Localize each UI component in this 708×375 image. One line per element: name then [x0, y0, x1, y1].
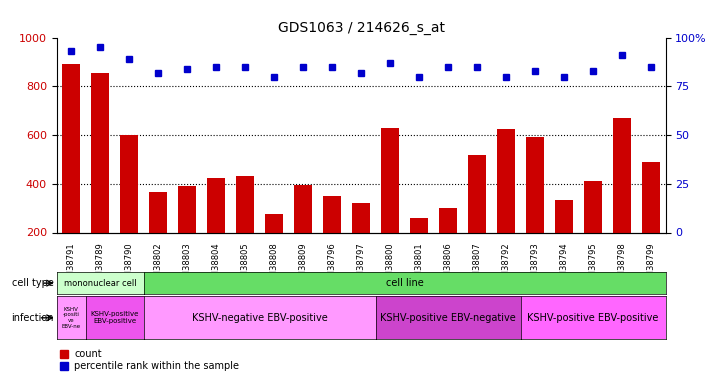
Bar [469, 154, 486, 232]
Text: KSHV
-positi
ve
EBV-ne: KSHV -positi ve EBV-ne [62, 307, 81, 329]
Bar [149, 192, 167, 232]
Bar [236, 177, 253, 232]
Bar [613, 118, 631, 232]
Text: infection: infection [11, 313, 54, 323]
Bar [91, 73, 109, 232]
Bar [642, 162, 660, 232]
Bar [120, 135, 138, 232]
Text: KSHV-positive
EBV-positive: KSHV-positive EBV-positive [91, 311, 139, 324]
Bar [382, 128, 399, 232]
Text: percentile rank within the sample: percentile rank within the sample [74, 361, 239, 370]
Text: KSHV-negative EBV-positive: KSHV-negative EBV-positive [192, 313, 328, 323]
Bar [62, 64, 80, 232]
Text: KSHV-positive EBV-positive: KSHV-positive EBV-positive [527, 313, 658, 323]
Bar [295, 185, 312, 232]
Bar [353, 203, 370, 232]
Bar [266, 214, 282, 232]
Bar [584, 182, 602, 232]
Bar [440, 208, 457, 232]
Text: mononuclear cell: mononuclear cell [64, 279, 137, 288]
Bar [555, 200, 573, 232]
Bar [178, 186, 196, 232]
Bar [207, 178, 225, 232]
Bar [497, 129, 515, 232]
Bar [526, 138, 544, 232]
Bar [411, 218, 428, 232]
Text: count: count [74, 350, 102, 359]
Bar [324, 196, 341, 232]
Text: cell type: cell type [12, 278, 54, 288]
Text: KSHV-positive EBV-negative: KSHV-positive EBV-negative [380, 313, 516, 323]
Title: GDS1063 / 214626_s_at: GDS1063 / 214626_s_at [278, 21, 445, 35]
Text: cell line: cell line [386, 278, 423, 288]
